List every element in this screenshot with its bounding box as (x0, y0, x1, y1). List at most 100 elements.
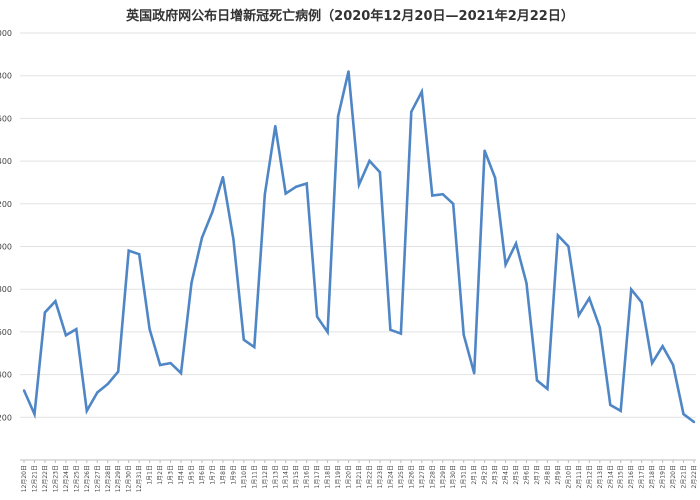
data-point (399, 332, 403, 335)
x-tick-label: 2月16日 (628, 465, 635, 488)
data-point (148, 327, 151, 331)
data-point (315, 315, 319, 318)
y-tick-label: 400 (0, 371, 12, 380)
x-tick-label: 1月22日 (366, 465, 373, 488)
x-tick-label: 1月14日 (283, 465, 290, 488)
data-point (211, 210, 214, 214)
x-tick-label: 12月27日 (94, 465, 101, 492)
y-tick-label: 1800 (0, 72, 12, 81)
data-point (169, 361, 172, 365)
x-tick-label: 1月8日 (220, 465, 227, 485)
gridlines (20, 32, 696, 418)
data-point (378, 171, 382, 174)
data-point (33, 412, 36, 416)
data-point (410, 110, 413, 113)
x-tick-label: 1月19日 (335, 465, 342, 488)
x-tick-label: 2月5日 (513, 465, 520, 485)
x-tick-label: 1月1日 (147, 465, 154, 485)
data-point (462, 333, 465, 336)
data-point (64, 334, 68, 337)
data-point (556, 234, 560, 237)
data-point (85, 409, 89, 413)
x-tick-label: 2月9日 (555, 465, 562, 485)
data-point (96, 391, 99, 394)
data-point (640, 301, 643, 304)
x-tick-label: 1月7日 (209, 465, 216, 485)
data-point (305, 182, 308, 185)
data-point (54, 299, 57, 303)
data-point (546, 387, 549, 391)
data-point (389, 328, 392, 331)
x-tick-label: 2月10日 (565, 465, 572, 488)
data-point (525, 282, 528, 285)
x-tick-label: 12月20日 (21, 465, 28, 492)
x-tick-label: 1月11日 (251, 465, 258, 488)
x-tick-label: 2月19日 (660, 465, 667, 488)
x-tick-label: 1月26日 (408, 465, 415, 488)
x-tick-label: 1月5日 (189, 465, 196, 485)
x-tick-label: 2月14日 (607, 465, 614, 488)
data-point (671, 363, 675, 367)
data-point (567, 245, 570, 248)
x-tick-label: 2月12日 (586, 465, 593, 488)
x-tick-label: 2月21日 (681, 465, 688, 488)
x-tick-label: 1月10日 (241, 465, 248, 488)
data-point (43, 311, 47, 314)
y-tick-label: 1400 (0, 157, 12, 166)
y-tick-label: 2000 (0, 29, 12, 38)
x-tick-label: 12月29日 (115, 465, 122, 492)
x-tick-label: 1月4日 (178, 465, 185, 485)
data-point (263, 193, 266, 196)
x-tick-label: 1月20日 (346, 465, 353, 488)
x-tick-label: 1月16日 (304, 465, 311, 488)
data-point (200, 236, 204, 239)
y-tick-label: 600 (0, 328, 12, 337)
data-point (629, 288, 633, 291)
data-point (619, 409, 622, 413)
x-tick-label: 12月28日 (105, 465, 112, 492)
x-tick-label: 2月2日 (482, 465, 489, 485)
data-point (650, 361, 654, 365)
x-tick-label: 1月21日 (356, 465, 363, 488)
chart-title: 英国政府网公布日增新冠死亡病例（2020年12月20日—2021年2月22日） (125, 8, 574, 24)
data-point (483, 149, 486, 152)
x-tick-label: 1月30日 (450, 465, 457, 488)
data-point (661, 345, 664, 348)
data-point (577, 314, 581, 317)
x-axis-ticks: 12月20日 12月21日 12月22日 12月23日 12月24日 12月25日 12月2… (21, 460, 698, 492)
x-tick-label: 2月17日 (639, 465, 646, 488)
data-point (347, 70, 350, 73)
x-tick-label: 1月27日 (419, 465, 426, 488)
x-tick-label: 12月21日 (31, 465, 38, 492)
data-point (294, 185, 298, 188)
data-point (431, 194, 434, 197)
x-tick-label: 12月25日 (73, 465, 80, 492)
x-tick-label: 12月31日 (136, 465, 143, 492)
data-point (588, 296, 591, 300)
y-axis-ticks: 200 400 600 800 1000 1200 1400 1600 1800 2000 (0, 29, 12, 422)
data-point (221, 175, 225, 179)
x-tick-label: 2月13日 (597, 465, 604, 488)
y-tick-label: 1000 (0, 243, 12, 252)
data-point (472, 372, 476, 375)
x-tick-label: 2月18日 (649, 465, 656, 488)
x-tick-label: 1月12日 (262, 465, 269, 488)
y-tick-label: 1600 (0, 114, 12, 123)
data-point (452, 202, 455, 205)
data-point (514, 242, 518, 245)
data-point (692, 420, 696, 424)
data-point (357, 183, 361, 186)
x-tick-label: 1月15日 (293, 465, 300, 488)
x-tick-label: 1月17日 (314, 465, 321, 488)
data-point (441, 192, 444, 196)
x-tick-label: 2月4日 (503, 465, 510, 485)
x-tick-label: 2月1日 (471, 465, 478, 485)
y-tick-label: 1200 (0, 200, 12, 209)
data-point (368, 159, 371, 163)
x-tick-label: 1月13日 (272, 465, 279, 488)
data-point (190, 281, 193, 284)
data-point (535, 379, 539, 382)
series-layer (22, 70, 696, 424)
data-point (75, 327, 78, 331)
data-point (232, 237, 235, 241)
